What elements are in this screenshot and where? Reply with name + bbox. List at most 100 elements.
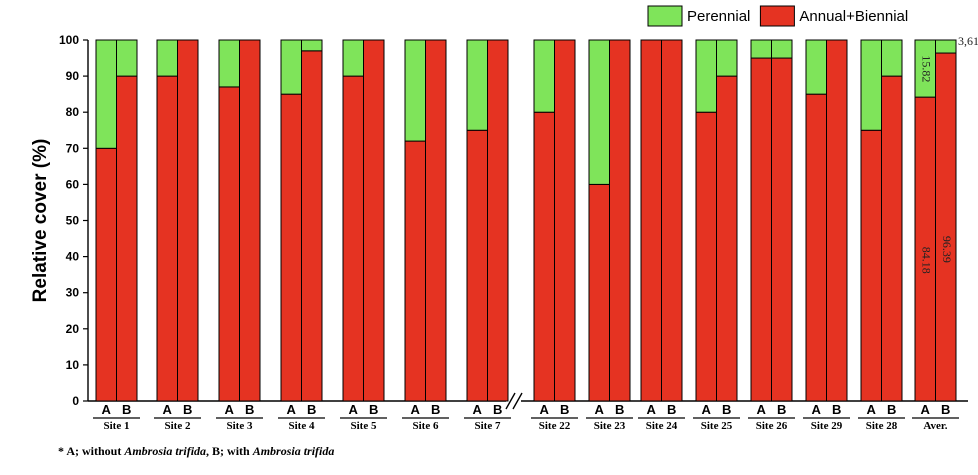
footnote-species-b: Ambrosia trifida	[252, 444, 335, 458]
bar-perennial	[466, 39, 488, 131]
site-label: Site 24	[646, 420, 678, 432]
footnote-species-a: Ambrosia trifida	[124, 444, 207, 458]
bar-subcategory-label: A	[757, 402, 767, 417]
bar-annual-biennial	[533, 111, 555, 402]
y-tick-label: 60	[66, 177, 80, 191]
bar-subcategory-label: B	[667, 402, 676, 417]
bar-subcategory-label: B	[941, 402, 950, 417]
bar-subcategory-label: B	[832, 402, 841, 417]
axis-break-mark	[505, 392, 516, 410]
bar-perennial	[342, 39, 364, 77]
bar-annual-biennial	[466, 129, 488, 402]
bar-subcategory-label: B	[245, 402, 254, 417]
axis-break-mark	[512, 392, 523, 410]
bar-subcategory-label: B	[431, 402, 440, 417]
bar-subcategory-label: B	[722, 402, 731, 417]
bar-annual-biennial	[881, 75, 903, 402]
footnote: * A; without Ambrosia trifida, B; with A…	[58, 444, 334, 459]
bar-perennial	[881, 39, 903, 77]
y-axis-title: Relative cover (%)	[30, 139, 51, 303]
data-label-aver-a-annual: 84.18	[919, 247, 933, 274]
bar-subcategory-label: B	[183, 402, 192, 417]
bar-annual-biennial	[805, 93, 827, 402]
y-tick-label: 20	[66, 322, 80, 336]
bar-perennial	[280, 39, 302, 95]
y-tick-label: 100	[59, 33, 79, 47]
bar-perennial	[156, 39, 178, 77]
bar-subcategory-label: B	[777, 402, 786, 417]
bar-annual-biennial	[716, 75, 738, 402]
y-tick-label: 50	[66, 214, 80, 228]
bar-subcategory-label: A	[102, 402, 112, 417]
bar-subcategory-label: B	[493, 402, 502, 417]
bar-annual-biennial	[116, 75, 138, 402]
bar-subcategory-label: B	[560, 402, 569, 417]
bar-perennial	[404, 39, 426, 142]
bar-perennial	[588, 39, 610, 185]
bar-subcategory-label: A	[163, 402, 173, 417]
bar-annual-biennial	[661, 39, 683, 402]
bar-subcategory-label: B	[615, 402, 624, 417]
bar-subcategory-label: A	[225, 402, 235, 417]
bar-annual-biennial	[177, 39, 199, 402]
bar-subcategory-label: B	[122, 402, 131, 417]
bar-subcategory-label: B	[307, 402, 316, 417]
y-tick-label: 30	[66, 286, 80, 300]
y-tick-label: 0	[72, 394, 79, 408]
legend-label: Perennial	[687, 8, 750, 25]
site-label: Site 25	[701, 420, 733, 432]
bar-annual-biennial	[342, 75, 364, 402]
bar-annual-biennial	[640, 39, 662, 402]
bar-annual-biennial	[239, 39, 261, 402]
site-label: Site 6	[413, 420, 439, 432]
data-label-aver-b-perennial: 3,61	[958, 34, 978, 48]
bar-annual-biennial	[935, 52, 957, 402]
bar-annual-biennial	[363, 39, 385, 402]
y-tick-label: 40	[66, 250, 80, 264]
bar-subcategory-label: B	[369, 402, 378, 417]
bar-perennial	[95, 39, 117, 149]
legend-label: Annual+Biennial	[799, 8, 908, 25]
bar-perennial	[750, 39, 772, 59]
bar-perennial	[218, 39, 240, 88]
bar-annual-biennial	[826, 39, 848, 402]
site-label: Site 2	[165, 420, 191, 432]
bar-subcategory-label: A	[867, 402, 877, 417]
bar-annual-biennial	[771, 57, 793, 402]
site-label: Site 29	[811, 420, 843, 432]
footnote-middle: , B; with	[206, 444, 253, 458]
bar-subcategory-label: A	[812, 402, 822, 417]
bar-subcategory-label: A	[349, 402, 359, 417]
bar-annual-biennial	[695, 111, 717, 402]
bar-perennial	[695, 39, 717, 113]
bar-subcategory-label: B	[887, 402, 896, 417]
bar-perennial	[805, 39, 827, 95]
site-label: Site 7	[475, 420, 501, 432]
bar-perennial	[716, 39, 738, 77]
bar-subcategory-label: A	[595, 402, 605, 417]
site-label: Site 3	[227, 420, 253, 432]
site-label: Aver.	[923, 420, 947, 432]
site-label: Site 23	[594, 420, 626, 432]
bar-perennial	[935, 39, 957, 54]
bar-subcategory-label: A	[702, 402, 712, 417]
bar-annual-biennial	[95, 147, 117, 402]
bar-perennial	[533, 39, 555, 113]
site-label: Site 28	[866, 420, 898, 432]
bar-annual-biennial	[218, 86, 240, 402]
bar-annual-biennial	[609, 39, 631, 402]
site-label: Site 26	[756, 420, 788, 432]
legend-swatch	[647, 5, 683, 27]
bar-perennial	[860, 39, 882, 131]
bar-annual-biennial	[280, 93, 302, 402]
footnote-prefix: * A; without	[58, 444, 125, 458]
site-label: Site 22	[539, 420, 571, 432]
y-tick-label: 90	[66, 69, 80, 83]
bar-annual-biennial	[156, 75, 178, 402]
site-label: Site 1	[104, 420, 130, 432]
bar-annual-biennial	[487, 39, 509, 402]
legend-swatch	[759, 5, 795, 27]
bar-perennial	[116, 39, 138, 77]
bar-annual-biennial	[425, 39, 447, 402]
